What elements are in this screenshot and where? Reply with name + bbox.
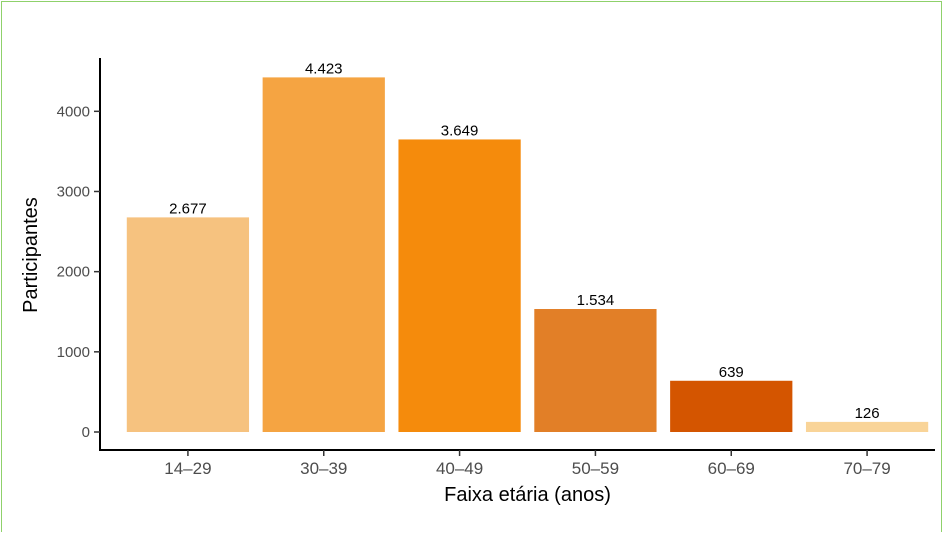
y-axis-ticks: 0 1000 2000 3000 4000 (57, 103, 100, 441)
bar-1 (262, 77, 385, 433)
data-label-5: 126 (855, 405, 880, 422)
x-tick-label-0: 14–29 (164, 459, 211, 478)
x-tick-label-3: 50–59 (572, 459, 619, 478)
bar-0 (126, 217, 250, 432)
data-label-3: 1.534 (577, 292, 615, 309)
x-axis-title: Faixa etária (anos) (444, 484, 611, 506)
y-tick-label-0: 0 (82, 424, 90, 441)
y-tick-label-4: 4000 (57, 103, 90, 120)
y-tick-label-1: 1000 (57, 344, 90, 361)
x-tick-label-5: 70–79 (843, 459, 890, 478)
bar-5 (805, 421, 929, 432)
bars-layer (126, 77, 929, 433)
data-labels-layer: 2.677 4.423 3.649 1.534 639 126 (169, 60, 879, 422)
x-tick-label-4: 60–69 (708, 459, 755, 478)
data-label-4: 639 (719, 364, 744, 381)
data-label-2: 3.649 (441, 122, 479, 139)
y-axis-title: Participantes (20, 197, 42, 313)
data-label-0: 2.677 (169, 200, 207, 217)
bar-2 (398, 139, 521, 432)
x-tick-label-1: 30–39 (300, 459, 347, 478)
x-axis-ticks: 14–29 30–39 40–49 50–59 60–69 70–79 (164, 450, 891, 478)
y-tick-label-2: 2000 (57, 264, 90, 281)
data-label-1: 4.423 (305, 60, 343, 77)
bar-3 (534, 309, 657, 432)
y-tick-label-3: 3000 (57, 183, 90, 200)
x-tick-label-2: 40–49 (436, 459, 483, 478)
bar-4 (670, 380, 793, 432)
